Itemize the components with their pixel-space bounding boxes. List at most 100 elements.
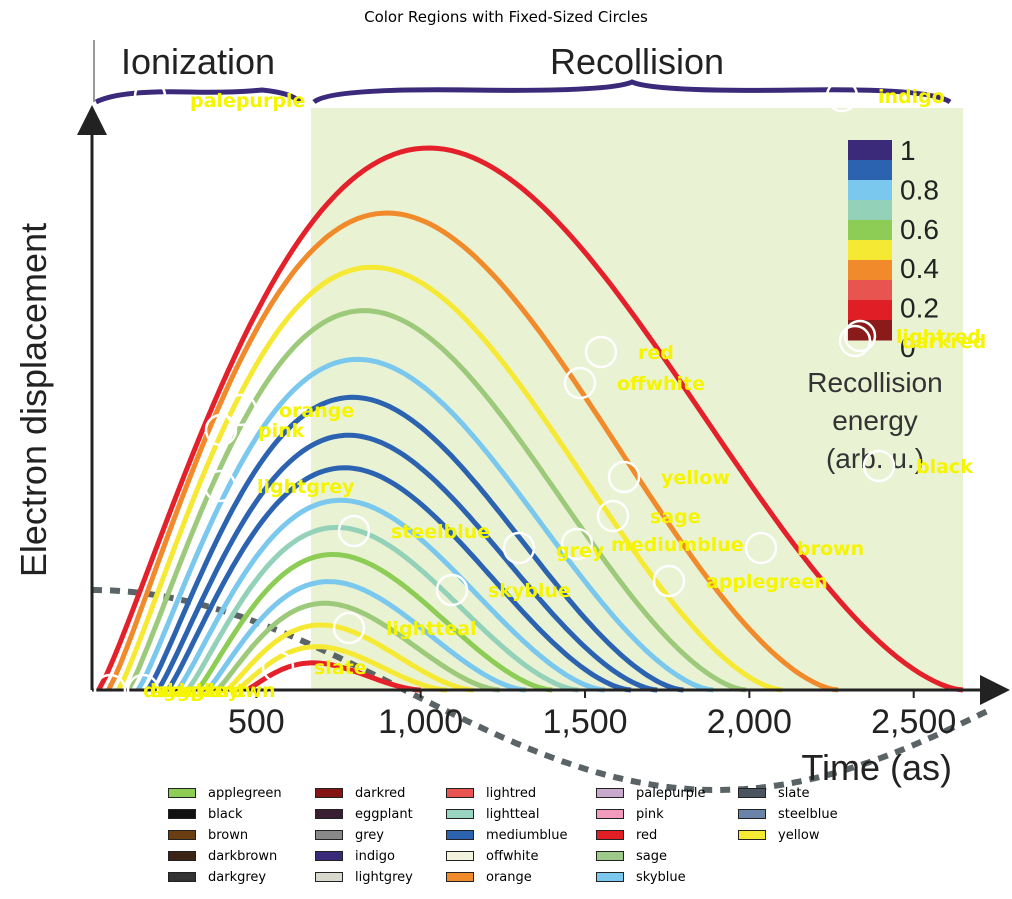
legend-item: orange [446, 867, 532, 887]
region-circle [825, 79, 859, 113]
legend-item: yellow [738, 825, 820, 845]
colorbar-segment [848, 140, 892, 161]
region-circle [224, 393, 258, 427]
region-label: slate [314, 657, 367, 679]
region-circle [93, 673, 127, 707]
legend-swatch [596, 809, 624, 819]
colorbar-tick-label: 0.6 [900, 214, 939, 245]
legend-swatch [446, 809, 474, 819]
legend-label: yellow [778, 827, 820, 843]
colorbar-segment [848, 160, 892, 181]
legend-item: darkbrown [168, 846, 277, 866]
colorbar-tick-label: 1 [900, 135, 916, 166]
colorbar-segment [848, 200, 892, 221]
x-tick-label: 1,000 [378, 703, 463, 741]
legend-label: darkred [355, 785, 406, 801]
legend-item: lightred [446, 783, 536, 803]
region-label: pink [258, 420, 305, 442]
legend-label: pink [636, 806, 664, 822]
legend-label: grey [355, 827, 385, 843]
colorbar-segment [848, 240, 892, 261]
legend-swatch [168, 830, 196, 840]
region-circle [203, 469, 237, 503]
region-circle [502, 531, 536, 565]
legend-swatch [446, 872, 474, 882]
legend-swatch [446, 851, 474, 861]
region-label: darkred [902, 331, 986, 353]
region-circle [607, 460, 641, 494]
trajectory-line [135, 356, 714, 693]
legend-label: black [208, 806, 243, 822]
legend-item: pink [596, 804, 664, 824]
legend-label: offwhite [486, 848, 539, 864]
legend-item: grey [315, 825, 384, 845]
legend-label: indigo [355, 848, 395, 864]
region-label: palepurple [190, 90, 305, 112]
legend-swatch [596, 830, 624, 840]
legend-item: offwhite [446, 846, 539, 866]
region-circle [337, 514, 371, 548]
legend-item: mediumblue [446, 825, 568, 845]
legend-swatch [168, 851, 196, 861]
trajectory-line [195, 552, 553, 693]
legend-item: eggplant [315, 804, 413, 824]
legend-label: lightteal [486, 806, 540, 822]
trajectory-line [245, 660, 421, 693]
region-label: darkbrown [160, 680, 276, 702]
trajectory-line [145, 394, 684, 693]
colorbar-title: Recollision [807, 367, 942, 398]
region-circle [838, 324, 872, 358]
legend-label: lightgrey [355, 869, 413, 885]
region-circle [862, 449, 896, 483]
legend-swatch [168, 788, 196, 798]
colorbar-segment [848, 180, 892, 201]
colorbar-tick-label: 0 [900, 332, 916, 363]
region-circle [843, 319, 877, 353]
legend-swatch [596, 788, 624, 798]
trajectory-line [235, 644, 448, 693]
legend: applegreen black brown darkbrown darkgrey dar… [168, 783, 868, 891]
trajectory-line [165, 465, 632, 693]
legend-label: mediumblue [486, 827, 568, 843]
region-circle [332, 611, 366, 645]
region-label: grey [556, 540, 605, 562]
recollision-bracket [312, 79, 952, 105]
legend-swatch [168, 809, 196, 819]
legend-item: palepurple [596, 783, 706, 803]
colorbar-tick-label: 0.8 [900, 174, 939, 205]
x-tick-label: 2,500 [871, 703, 956, 741]
trajectory-line [125, 308, 747, 693]
region-circle [435, 573, 469, 607]
legend-label: applegreen [208, 785, 282, 801]
legend-swatch [596, 872, 624, 882]
legend-swatch [315, 809, 343, 819]
trajectory-line [175, 497, 605, 693]
trajectory-line [155, 432, 658, 693]
legend-label: skyblue [636, 869, 686, 885]
legend-item: darkred [315, 783, 405, 803]
legend-swatch [738, 809, 766, 819]
legend-item: darkgrey [168, 867, 266, 887]
recollision-label: Recollision [550, 41, 724, 82]
colorbar-segment [848, 220, 892, 241]
region-circle [204, 413, 238, 447]
legend-label: brown [208, 827, 249, 843]
legend-label: eggplant [355, 806, 413, 822]
legend-swatch [738, 788, 766, 798]
legend-item: lightgrey [315, 867, 413, 887]
legend-label: darkbrown [208, 848, 278, 864]
colorbar-title: (arb. u.) [826, 443, 924, 474]
x-tick-label: 500 [228, 703, 285, 741]
legend-label: palepurple [636, 785, 706, 801]
region-circle [563, 366, 597, 400]
legend-item: sage [596, 846, 667, 866]
region-label: offwhite [617, 373, 705, 395]
region-label: lightgrey [257, 476, 355, 498]
region-label: lightred [896, 326, 981, 348]
legend-item: indigo [315, 846, 395, 866]
chart-title: Color Regions with Fixed-Sized Circles [364, 8, 648, 26]
legend-swatch [315, 872, 343, 882]
region-label: sage [650, 506, 701, 528]
legend-item: applegreen [168, 783, 282, 803]
